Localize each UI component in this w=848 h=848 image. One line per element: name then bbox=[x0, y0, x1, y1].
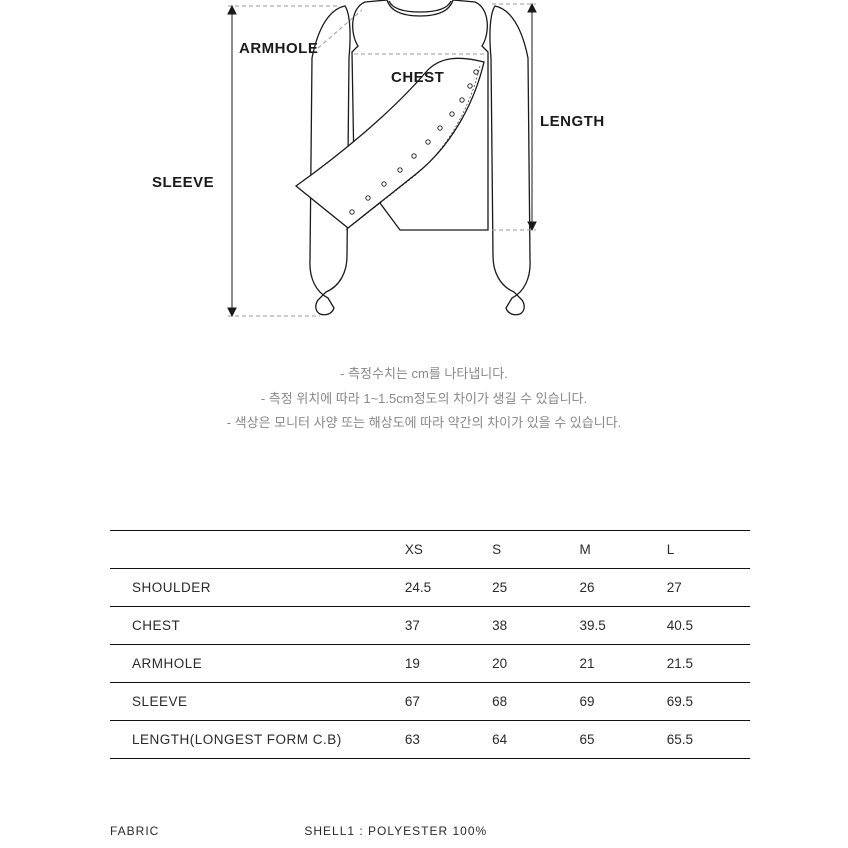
fabric-value: SHELL1 : POLYESTER 100% bbox=[304, 824, 487, 838]
note-line: - 색상은 모니터 사양 또는 해상도에 따라 약간의 차이가 있을 수 있습니… bbox=[0, 411, 848, 436]
col-header: L bbox=[663, 531, 750, 569]
label-armhole: ARMHOLE bbox=[239, 40, 318, 57]
table-row: CHEST373839.540.5 bbox=[110, 607, 750, 645]
cell-value: 27 bbox=[663, 569, 750, 607]
cell-value: 19 bbox=[401, 645, 488, 683]
row-label: SLEEVE bbox=[110, 683, 401, 721]
label-length: LENGTH bbox=[540, 113, 605, 130]
fabric-footer: FABRIC SHELL1 : POLYESTER 100% bbox=[110, 824, 750, 838]
row-label: ARMHOLE bbox=[110, 645, 401, 683]
cell-value: 67 bbox=[401, 683, 488, 721]
cell-value: 21.5 bbox=[663, 645, 750, 683]
cell-value: 26 bbox=[575, 569, 662, 607]
size-table-element: XS S M L SHOULDER24.5252627CHEST373839.5… bbox=[110, 530, 750, 759]
row-label: SHOULDER bbox=[110, 569, 401, 607]
col-header: XS bbox=[401, 531, 488, 569]
table-header-row: XS S M L bbox=[110, 531, 750, 569]
table-row: SHOULDER24.5252627 bbox=[110, 569, 750, 607]
table-row: SLEEVE67686969.5 bbox=[110, 683, 750, 721]
table-row: ARMHOLE19202121.5 bbox=[110, 645, 750, 683]
row-label: LENGTH(LONGEST FORM C.B) bbox=[110, 721, 401, 759]
cell-value: 24.5 bbox=[401, 569, 488, 607]
table-body: SHOULDER24.5252627CHEST373839.540.5ARMHO… bbox=[110, 569, 750, 759]
cell-value: 40.5 bbox=[663, 607, 750, 645]
garment-svg bbox=[140, 0, 700, 330]
col-header: S bbox=[488, 531, 575, 569]
cell-value: 39.5 bbox=[575, 607, 662, 645]
label-chest: CHEST bbox=[391, 69, 444, 86]
size-table: XS S M L SHOULDER24.5252627CHEST373839.5… bbox=[110, 530, 750, 759]
cell-value: 38 bbox=[488, 607, 575, 645]
cell-value: 69.5 bbox=[663, 683, 750, 721]
note-line: - 측정 위치에 따라 1~1.5cm정도의 차이가 생길 수 있습니다. bbox=[0, 387, 848, 412]
measurement-notes: - 측정수치는 cm를 나타냅니다. - 측정 위치에 따라 1~1.5cm정도… bbox=[0, 362, 848, 436]
garment-diagram: ARMHOLE CHEST LENGTH SLEEVE bbox=[140, 0, 700, 330]
cell-value: 37 bbox=[401, 607, 488, 645]
cell-value: 21 bbox=[575, 645, 662, 683]
cell-value: 64 bbox=[488, 721, 575, 759]
cell-value: 63 bbox=[401, 721, 488, 759]
row-label: CHEST bbox=[110, 607, 401, 645]
table-row: LENGTH(LONGEST FORM C.B)63646565.5 bbox=[110, 721, 750, 759]
cell-value: 68 bbox=[488, 683, 575, 721]
cell-value: 20 bbox=[488, 645, 575, 683]
fabric-label: FABRIC bbox=[110, 824, 300, 838]
col-header: M bbox=[575, 531, 662, 569]
cell-value: 25 bbox=[488, 569, 575, 607]
cell-value: 65 bbox=[575, 721, 662, 759]
label-sleeve: SLEEVE bbox=[152, 174, 214, 191]
cell-value: 69 bbox=[575, 683, 662, 721]
cell-value: 65.5 bbox=[663, 721, 750, 759]
note-line: - 측정수치는 cm를 나타냅니다. bbox=[0, 362, 848, 387]
